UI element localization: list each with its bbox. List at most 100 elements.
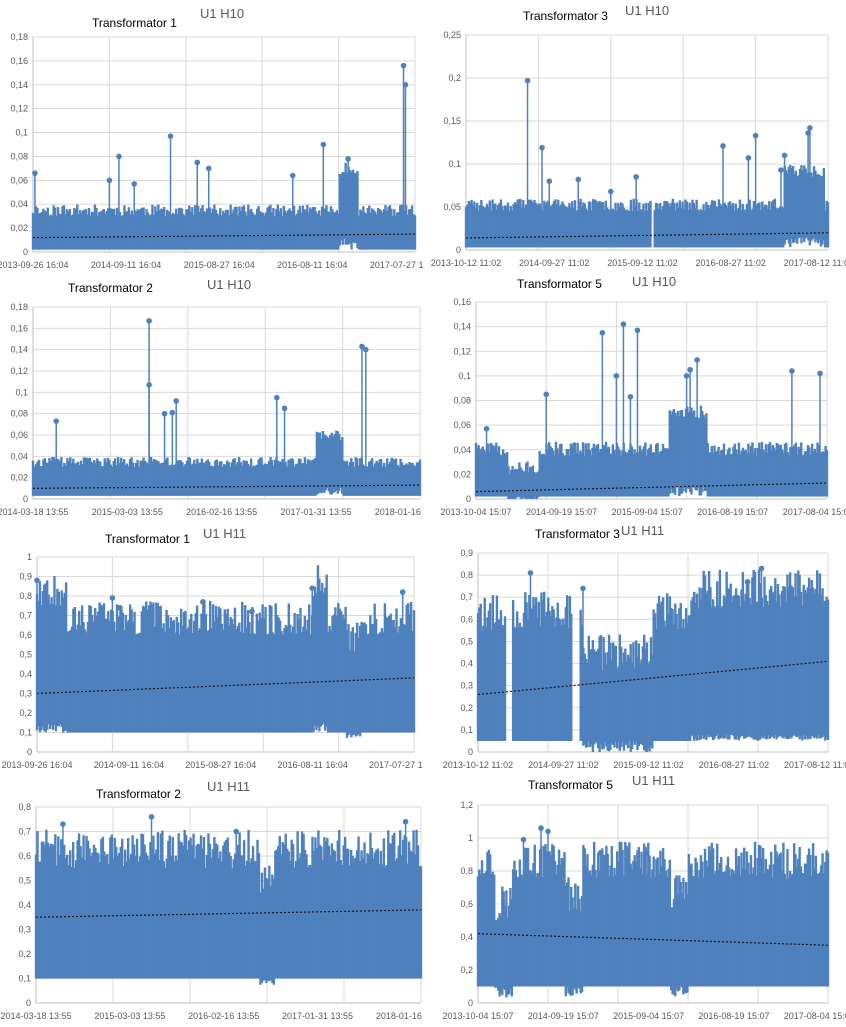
y-tick-label: 0,14 xyxy=(10,80,28,90)
data-point xyxy=(538,825,544,831)
x-tick-label: 2013-09-26 16:04 xyxy=(1,760,72,770)
data-point xyxy=(483,426,490,432)
x-tick-label: 2016-08-11 16:04 xyxy=(277,260,347,270)
y-tick-label: 0,8 xyxy=(460,570,473,580)
data-point xyxy=(778,167,784,173)
y-tick-label: 0,6 xyxy=(460,899,473,909)
x-tick-label: 2014-09-11 16:04 xyxy=(91,260,161,270)
chart-transformer-label: Transformator 2 xyxy=(96,787,181,801)
y-tick-label: 0,08 xyxy=(10,409,28,419)
x-tick-label: 2016-02-16 13:55 xyxy=(188,1011,259,1021)
chart-svg: 0 0,02 0,04 0,06 0,08 0,1 0,12 0,14 0,16 0,18 2013… xyxy=(0,6,423,270)
trend-line xyxy=(32,484,421,489)
x-tick-label: 2014-03-18 13:55 xyxy=(0,1011,71,1021)
x-tick-label: 2013-09-26 16:04 xyxy=(0,260,69,270)
chart-transformer-label: Transformator 1 xyxy=(92,16,177,30)
y-tick-label: 0,7 xyxy=(18,827,31,837)
chart-svg: 0 0,05 0,1 0,15 0,2 0,25 2013-10-12 11:02 2014-… xyxy=(431,3,846,268)
y-tick-label: 0 xyxy=(468,747,473,757)
y-tick-label: 0,4 xyxy=(460,659,473,669)
y-tick-label: 0,8 xyxy=(19,591,32,601)
y-tick-label: 0,15 xyxy=(443,116,461,126)
data-point xyxy=(400,62,407,69)
y-tick-label: 0,5 xyxy=(18,876,31,886)
data-point xyxy=(289,172,296,179)
y-tick-label: 1 xyxy=(27,552,32,562)
y-tick-label: 0,02 xyxy=(10,223,28,233)
data-point xyxy=(200,599,206,605)
chart-panel-3: 0 0,02 0,04 0,06 0,08 0,1 0,12 0,14 0,16 2013-10-… xyxy=(423,275,846,525)
y-tick-label: 0,04 xyxy=(10,199,28,209)
trend-line xyxy=(477,660,829,696)
x-tick-label: 2013-10-04 15:07 xyxy=(440,507,511,517)
data-point xyxy=(274,394,280,401)
data-point xyxy=(599,329,606,336)
x-tick-label: 2015-09-04 15:07 xyxy=(612,507,683,517)
data-point xyxy=(744,578,751,585)
data-series xyxy=(34,565,416,738)
y-tick-label: 0,12 xyxy=(10,366,28,376)
chart-panel-4: 0 0,1 0,2 0,3 0,4 0,5 0,6 0,7 0,8 0,9 1 2013-09-26 … xyxy=(0,525,423,775)
y-tick-label: 0 xyxy=(23,494,28,504)
y-tick-label: 0,06 xyxy=(453,420,471,430)
chart-svg: 0 0,02 0,04 0,06 0,08 0,1 0,12 0,14 0,16 2013-10-… xyxy=(440,275,846,517)
y-tick-label: 0,1 xyxy=(448,159,461,169)
data-point xyxy=(781,152,788,159)
x-tick-label: 2015-09-12 11:02 xyxy=(613,760,683,770)
x-tick-label: 2016-08-11 16:04 xyxy=(277,760,347,770)
x-tick-label: 2016-08-19 15:07 xyxy=(697,507,768,517)
data-point xyxy=(399,589,406,595)
chart-transformer-label: Transformator 5 xyxy=(528,778,613,792)
x-tick-label: 2013-10-12 11:02 xyxy=(443,760,513,770)
x-tick-label: 2017-07-27 16:04 xyxy=(369,760,423,770)
data-point xyxy=(539,144,545,151)
x-tick-label: 2016-08-19 15:07 xyxy=(698,1011,769,1021)
chart-svg: 0 0,1 0,2 0,3 0,4 0,5 0,6 0,7 0,8 0,9 2013-10-12 1… xyxy=(443,525,846,770)
y-tick-label: 0,6 xyxy=(18,851,31,861)
y-tick-label: 0,12 xyxy=(10,104,28,114)
data-series xyxy=(476,565,830,752)
y-tick-label: 0,02 xyxy=(453,469,471,479)
data-point xyxy=(320,141,327,148)
data-point xyxy=(807,125,813,131)
y-tick-label: 0,06 xyxy=(10,430,28,440)
y-tick-label: 0,18 xyxy=(10,32,28,42)
x-tick-label: 2014-03-18 13:55 xyxy=(0,507,69,517)
y-tick-label: 0,05 xyxy=(443,202,461,212)
y-tick-label: 1,2 xyxy=(460,800,473,810)
chart-panel-0: 0 0,02 0,04 0,06 0,08 0,1 0,12 0,14 0,16 0,18 2013… xyxy=(0,0,423,275)
data-point xyxy=(194,159,201,166)
x-tick-label: 2017-01-31 13:55 xyxy=(282,1011,353,1021)
data-point xyxy=(683,373,690,379)
chart-svg: 0 0,2 0,4 0,6 0,8 1 1,2 2013-10-04 15:07 2014-09… xyxy=(442,775,846,1021)
data-point xyxy=(233,828,239,835)
x-tick-label: 2015-08-27 16:04 xyxy=(184,260,255,270)
x-tick-label: 2018-01-16 13:55 xyxy=(376,1011,423,1021)
y-tick-label: 0,1 xyxy=(15,387,28,397)
y-tick-label: 0 xyxy=(23,247,28,257)
y-tick-label: 0,16 xyxy=(10,323,28,333)
y-tick-label: 0,3 xyxy=(18,925,31,935)
data-series xyxy=(464,77,830,248)
y-tick-label: 1 xyxy=(468,833,473,843)
chart-transformer-label: Transformator 2 xyxy=(68,281,153,295)
data-point xyxy=(146,318,152,324)
x-tick-label: 2014-09-11 16:04 xyxy=(94,760,164,770)
data-point xyxy=(720,143,726,149)
data-point xyxy=(546,178,553,184)
data-point xyxy=(148,814,155,820)
data-point xyxy=(117,604,123,611)
y-tick-label: 0,14 xyxy=(453,322,471,332)
chart-transformer-label: Transformator 5 xyxy=(517,277,602,291)
data-point xyxy=(131,181,138,187)
data-point xyxy=(106,177,113,184)
x-tick-label: 2013-10-12 11:02 xyxy=(431,258,501,268)
chart-transformer-label: Transformator 1 xyxy=(105,532,190,546)
y-tick-label: 0,18 xyxy=(10,302,28,312)
x-tick-label: 2015-09-12 11:02 xyxy=(607,258,677,268)
x-tick-label: 2015-03-03 13:55 xyxy=(94,1011,165,1021)
y-tick-label: 0,06 xyxy=(10,175,28,185)
x-tick-label: 2014-09-27 11:02 xyxy=(519,258,589,268)
y-tick-label: 0,2 xyxy=(19,708,32,718)
y-tick-label: 0,16 xyxy=(453,297,471,307)
